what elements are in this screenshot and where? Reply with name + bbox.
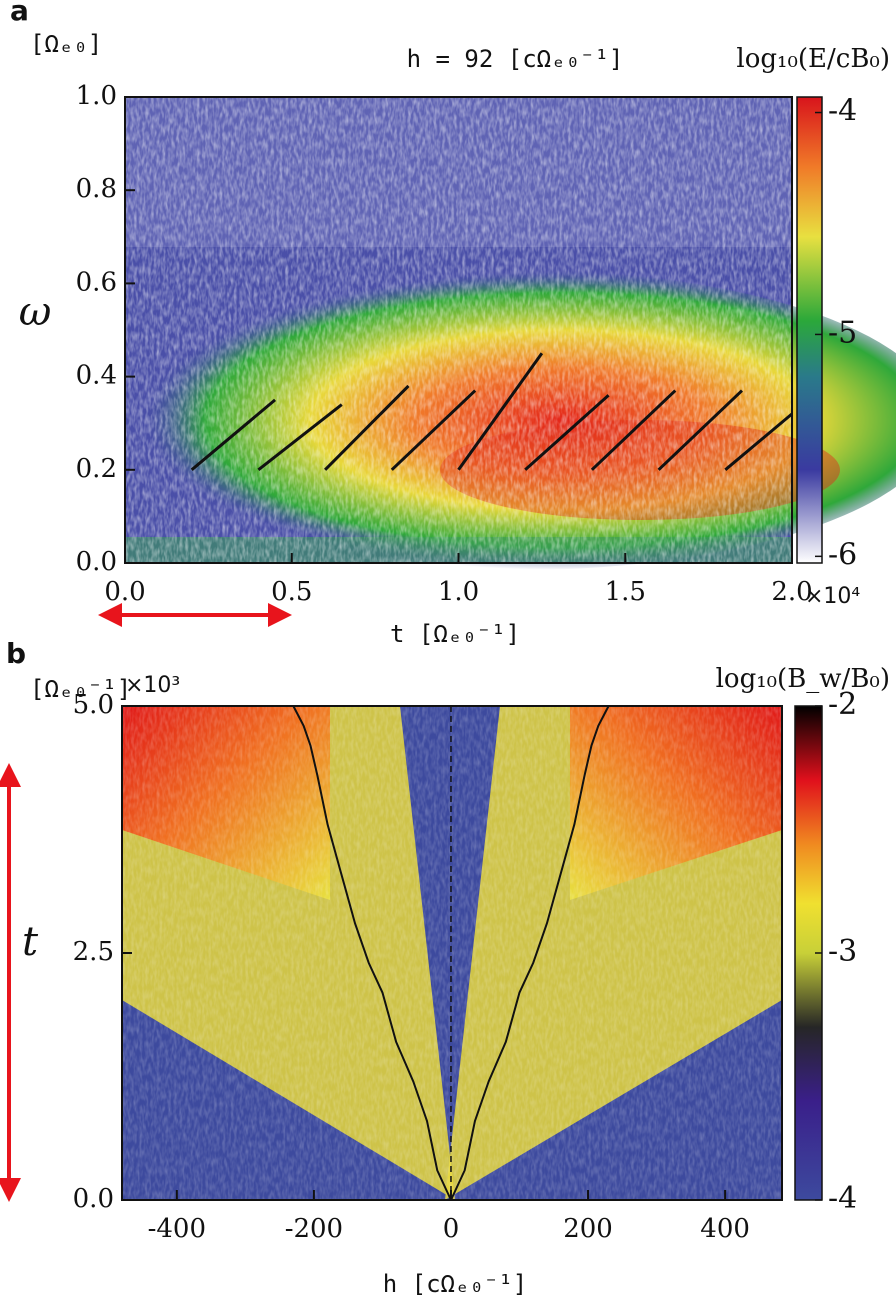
curve	[292, 705, 452, 1201]
curve	[450, 705, 610, 1201]
colorbar-tick-label: -2	[828, 687, 857, 722]
x-tick-label: 1.5	[605, 577, 646, 607]
x-tick-label: 0.0	[104, 577, 145, 607]
y-tick-label: 0.6	[76, 267, 117, 297]
curve	[324, 384, 410, 471]
axis-label: h [cΩₑ₀⁻¹]	[383, 1270, 528, 1298]
x-tick-label: 400	[700, 1214, 750, 1244]
panel-label: a	[10, 0, 29, 27]
chart-title: h = 92 [cΩₑ₀⁻¹]	[407, 45, 624, 73]
y-tick-label: 0.4	[76, 361, 117, 391]
colorbar-label: log₁₀(B_w/B₀)	[716, 664, 890, 694]
x-tick-label: 0.5	[271, 577, 312, 607]
y-unit: [Ωₑ₀⁻¹]	[30, 675, 131, 703]
axis-label: ω	[19, 289, 52, 335]
curve	[590, 389, 677, 471]
colorbar	[794, 705, 823, 1201]
y-tick-label: 2.5	[73, 937, 114, 967]
colorbar-label: log₁₀(E/cB₀)	[736, 44, 890, 74]
colorbar	[796, 96, 823, 564]
spectrogram-image	[100, 97, 896, 570]
y-tick-label: 0.8	[76, 174, 117, 204]
x-tick-label: 1.0	[438, 577, 479, 607]
x-tick-label: 0	[443, 1214, 460, 1244]
curve	[657, 389, 744, 471]
curve	[724, 412, 793, 471]
scale-note: ×10⁴	[805, 584, 860, 609]
curve	[524, 394, 610, 471]
y-tick-label: 0.2	[76, 454, 117, 484]
curve	[257, 403, 343, 471]
colorbar-tick-label: -5	[828, 315, 857, 350]
x-tick-label: -400	[148, 1214, 206, 1244]
colorbar-tick-label: -3	[828, 934, 857, 969]
y-tick-label: 0.0	[73, 1184, 114, 1214]
colorbar-tick-label: -4	[828, 94, 857, 129]
x-tick-label: 200	[563, 1214, 613, 1244]
y-unit: [Ωₑ₀]	[30, 30, 102, 58]
curve	[390, 389, 477, 471]
spacetime-image	[122, 706, 782, 1200]
y-tick-label: 0.0	[76, 547, 117, 577]
y-tick-label: 5.0	[73, 690, 114, 720]
axis-label: t	[22, 919, 39, 965]
y-tick-label: 1.0	[76, 81, 117, 111]
axis-label: t [Ωₑ₀⁻¹]	[390, 620, 520, 648]
colorbar-tick-label: -6	[828, 537, 857, 572]
x-tick-label: -200	[285, 1214, 343, 1244]
panel-label: b	[6, 637, 26, 670]
scale-note: ×10³	[125, 673, 180, 698]
colorbar-tick-label: -4	[828, 1181, 857, 1216]
curve	[457, 352, 544, 471]
x-tick-label: 2.0	[771, 577, 812, 607]
curve	[190, 398, 277, 471]
